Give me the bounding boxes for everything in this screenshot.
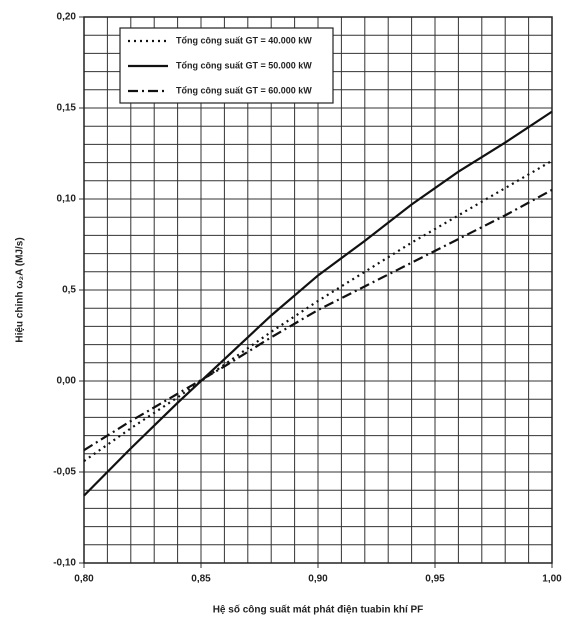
legend-label: Tổng công suất GT = 60.000 kW: [176, 85, 312, 95]
series-line: [83, 110, 553, 497]
legend-label: Tổng công suất GT = 50.000 kW: [176, 60, 312, 70]
legend-label: Tổng công suất GT = 40.000 kW: [176, 35, 312, 45]
x-tick-label: 0,95: [425, 574, 445, 585]
y-axis-label: Hiệu chỉnh ω₂A (MJ/s): [15, 237, 26, 342]
y-tick-label: 0,20: [57, 12, 77, 23]
y-tick-label: 0,15: [57, 103, 77, 114]
series-line: [83, 159, 553, 462]
y-tick-label: 0,00: [57, 376, 77, 387]
x-tick-label: 0,85: [191, 574, 211, 585]
x-tick-label: 1,00: [542, 574, 562, 585]
y-tick-label: -0,05: [53, 467, 76, 478]
plot-frame: [83, 16, 553, 564]
x-tick-label: 0,90: [308, 574, 328, 585]
x-tick-label: 0,80: [74, 574, 94, 585]
y-tick-label: 0,5: [62, 285, 76, 296]
y-tick-label: -0,10: [53, 558, 76, 569]
x-axis-label: Hệ số công suất mát phát điện tuabin khí…: [213, 604, 424, 616]
series-line: [83, 188, 553, 452]
y-tick-label: 0,10: [57, 194, 77, 205]
